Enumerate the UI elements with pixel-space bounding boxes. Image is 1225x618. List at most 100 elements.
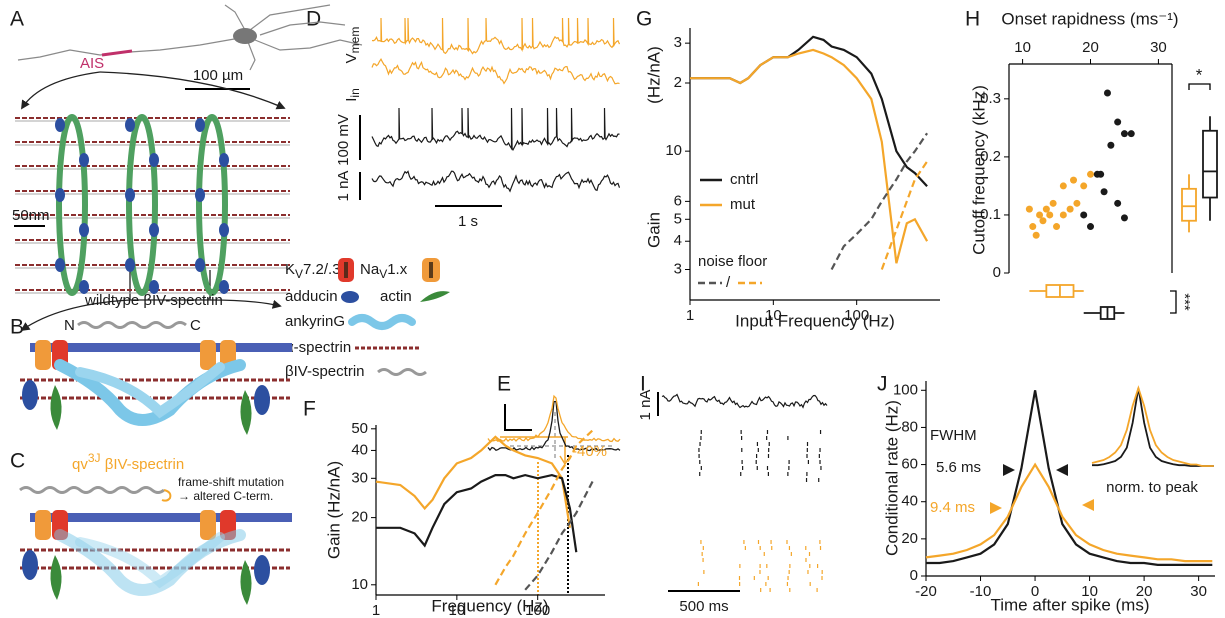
panel-labels: A B C D E F G H I J: [10, 8, 980, 473]
data-point: [1025, 205, 1033, 213]
fwhm-marker: [990, 502, 1002, 514]
kv-icon: [338, 258, 354, 282]
y-axis-label: Cutoff frequency (kHz): [969, 85, 988, 255]
panel-labels-part: I: [640, 373, 646, 396]
y-tick-label: 20: [351, 509, 368, 526]
panel-labels-part: C: [10, 450, 25, 473]
adducin: [149, 153, 159, 167]
y-axis-label: Conditional rate (Hz): [882, 400, 901, 556]
adducin: [79, 223, 89, 237]
fwhm-marker: [1082, 499, 1094, 511]
neuron-drawing-part: [249, 4, 331, 31]
adducin: [125, 258, 135, 272]
legend-label: mut: [730, 196, 756, 213]
panel-title-part: qv: [72, 456, 88, 473]
x-tick-label: 1: [686, 307, 694, 324]
data-point: [1120, 130, 1128, 138]
adducin: [195, 118, 205, 132]
x-tick-label: -10: [970, 583, 992, 600]
y-tick-label: 60: [901, 456, 918, 473]
x-tick-label: 20: [1136, 583, 1153, 600]
scale-label: 1 nA: [335, 171, 352, 202]
wildtype-diagram: [20, 340, 292, 435]
gain-line: [926, 390, 1213, 566]
data-point: [1029, 223, 1037, 231]
adducin: [254, 555, 270, 585]
legend-label: cntrl: [730, 171, 758, 188]
inset-line: [1091, 385, 1214, 467]
adducin: [254, 385, 270, 415]
legend-label: /: [726, 274, 731, 291]
data-point: [1059, 211, 1067, 219]
x-tick-label: 10: [449, 602, 466, 618]
noise-floor-line: [494, 428, 595, 586]
actin-icon: [420, 291, 450, 302]
y-tick-label: 40: [901, 493, 918, 510]
legend-label-part: K: [285, 261, 295, 278]
significance-bracket: [1188, 83, 1211, 90]
gain-line: [375, 435, 571, 528]
data-point: [1046, 211, 1054, 219]
beta-spectrin-wave: [77, 321, 187, 329]
legend-label-part: Na: [360, 261, 380, 278]
arrows-part: [20, 299, 131, 332]
arrows-part: [99, 71, 286, 110]
y-axis-label: Gain (Hz/nA): [324, 461, 343, 559]
sta-scale: [504, 404, 532, 431]
x-tick-label: 1: [372, 602, 380, 618]
actin-bar: [30, 343, 292, 352]
neuron-drawing: [17, 4, 363, 71]
legend-label: adducin: [285, 288, 338, 305]
neuron-drawing-part: [254, 39, 363, 51]
x-tick-label: 10: [1081, 583, 1098, 600]
panel-labels-part: A: [10, 8, 24, 31]
significance: *: [1196, 65, 1203, 84]
significance: ***: [1176, 293, 1193, 311]
x-tick-label: 0: [1031, 583, 1039, 600]
x-tick-label: 10: [1014, 39, 1031, 56]
legend-label: NaV1.x: [360, 261, 408, 281]
sta-scale-part: [504, 404, 532, 431]
scale-label: 1 s: [458, 213, 478, 230]
noise-floor-line: [830, 132, 929, 271]
legend-label-part: 1.x: [387, 261, 408, 278]
current-trace: [661, 393, 828, 409]
panel-title: qv3J βIV-spectrin: [72, 451, 184, 473]
data-point: [1097, 170, 1105, 178]
adducin: [219, 223, 229, 237]
kv-icon-part: [344, 262, 348, 278]
legend-label: βIV-spectrin: [285, 363, 365, 380]
panel-title-part: 3J: [88, 451, 101, 465]
data-point: [1114, 118, 1122, 126]
legend-label: α-spectrin: [285, 339, 351, 356]
data-point: [1087, 170, 1094, 178]
neuron-drawing-part: [17, 37, 241, 61]
legend-label: KV7.2/.3: [285, 261, 341, 281]
actin: [50, 385, 62, 430]
adducin: [195, 188, 205, 202]
panel-title-part: βIV-spectrin: [101, 456, 185, 473]
adducin: [22, 550, 38, 580]
y-tick-label: 40: [351, 441, 368, 458]
data-point: [1036, 211, 1044, 219]
x-tick-label: 10: [765, 307, 782, 324]
altered-terminus: [161, 489, 172, 502]
channel: [200, 510, 216, 540]
adducin: [219, 153, 229, 167]
mutant-diagram: [20, 510, 292, 605]
fwhm-marker: [1003, 464, 1015, 476]
arrows: [20, 71, 286, 332]
y-tick-label: 5: [674, 210, 682, 227]
legend-label: noise floor: [698, 253, 767, 270]
data-point: [1080, 182, 1088, 190]
data-point: [1103, 89, 1111, 97]
ankyrin: [75, 532, 225, 589]
data-point: [1059, 182, 1067, 190]
legend-label: actin: [380, 288, 412, 305]
y-tick-label: 0.3: [980, 90, 1001, 107]
y-tick-label: 10: [351, 576, 368, 593]
y-axis-unit: (Hz/nA): [644, 46, 663, 104]
ankyrin: [75, 362, 225, 419]
